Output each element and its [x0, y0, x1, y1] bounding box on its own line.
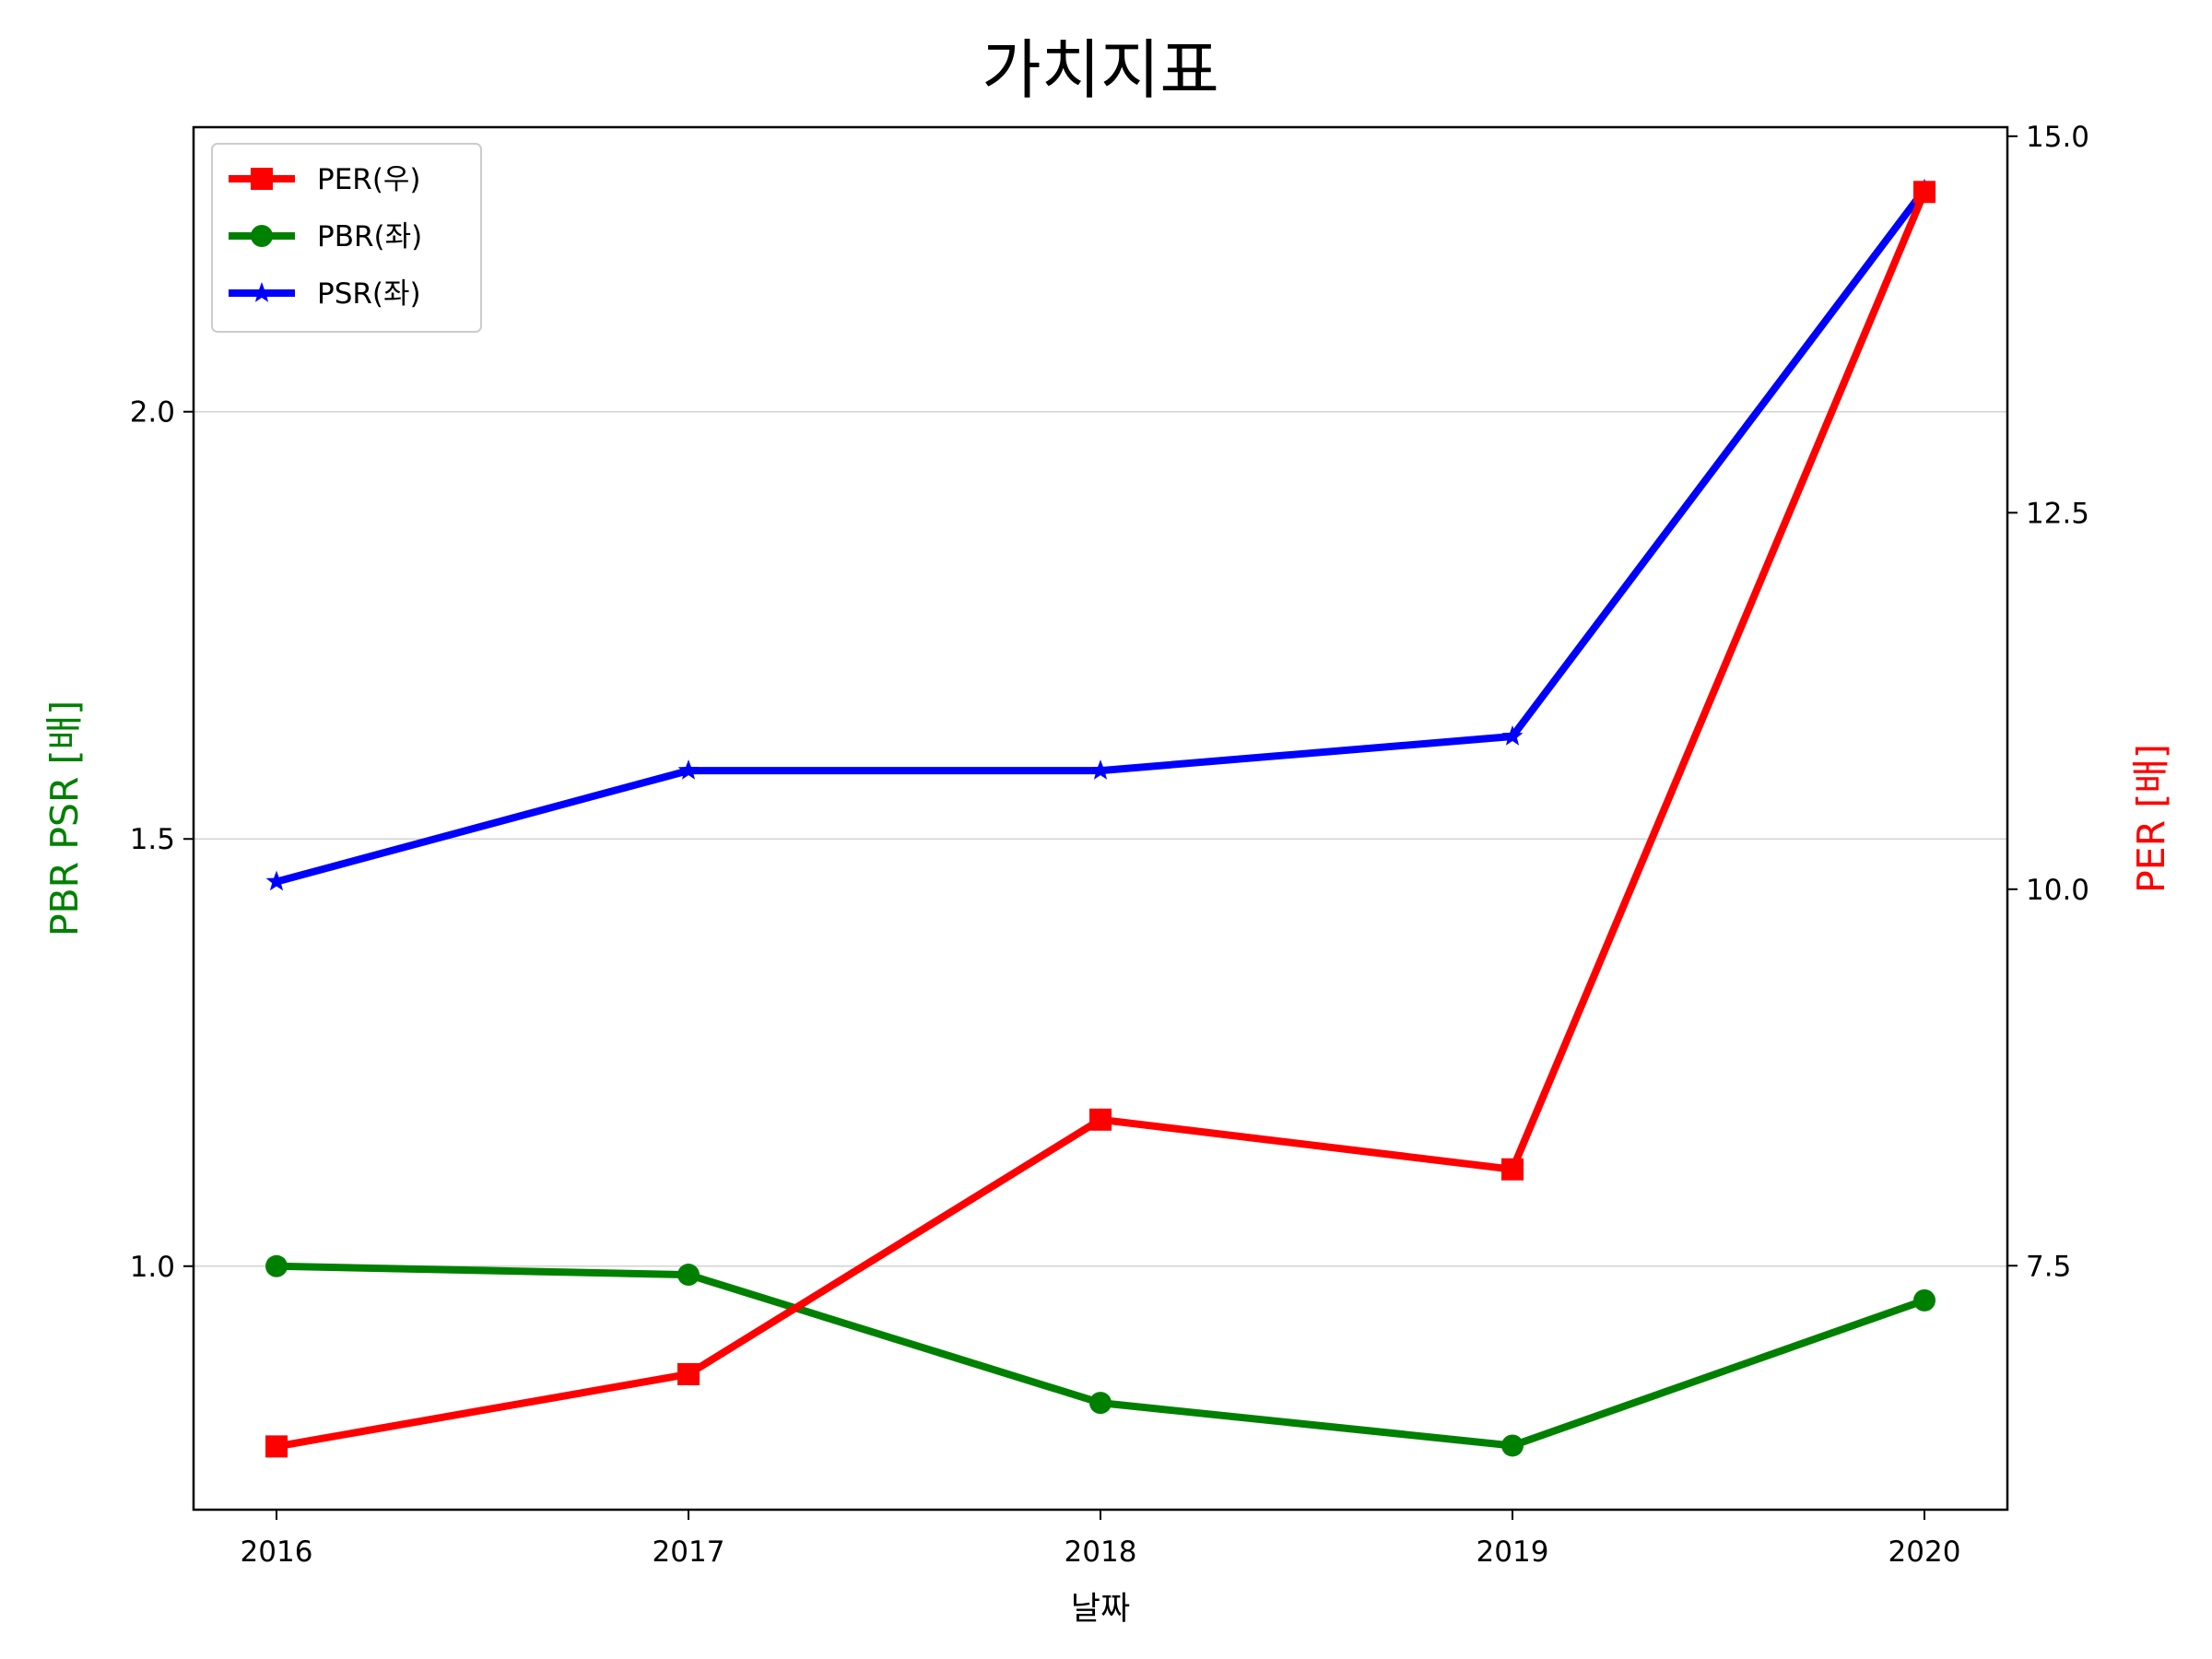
axes: 2016 2017 2018 2019 2020 1.0 1.5 2.0 7.5 10.0 12.5… — [130, 121, 2089, 1569]
data-point-per — [1913, 181, 1936, 204]
y-right-tick-label: 15.0 — [2026, 121, 2089, 154]
x-tick-label: 2016 — [241, 1535, 313, 1569]
data-point-pbr — [1501, 1434, 1524, 1457]
legend-marker-psr — [251, 282, 273, 302]
plot-series — [265, 178, 1936, 1458]
legend-label-pbr: PBR(좌) — [317, 220, 422, 253]
y-axis-label-right: PER [배] — [2129, 744, 2173, 893]
legend-entry-per: PER(우) — [229, 163, 421, 196]
legend-label-psr: PSR(좌) — [317, 277, 421, 311]
legend-entry-pbr: PBR(좌) — [229, 220, 422, 253]
series-per — [265, 181, 1936, 1458]
data-point-per — [1089, 1108, 1112, 1131]
x-tick-label: 2020 — [1888, 1535, 1961, 1569]
chart-title: 가치지표 — [982, 32, 1219, 108]
data-point-per — [677, 1362, 700, 1385]
gridlines — [194, 410, 2007, 1267]
legend-marker-pbr — [251, 225, 273, 247]
x-axis-label: 날짜 — [1071, 1591, 1130, 1628]
y-axis-label-left: PBR PSR [배] — [42, 700, 87, 936]
legend-box — [211, 143, 482, 333]
legend-marker-per — [251, 168, 273, 190]
x-tick-label: 2018 — [1065, 1535, 1137, 1569]
y-left-tick-label: 1.5 — [130, 823, 175, 856]
x-tick-label: 2019 — [1477, 1535, 1549, 1569]
y-right-tick-label: 12.5 — [2026, 497, 2089, 530]
data-point-per — [1501, 1158, 1524, 1181]
y-left-tick-label: 2.0 — [130, 396, 175, 429]
series-pbr — [265, 1254, 1936, 1457]
data-point-psr — [265, 870, 288, 891]
data-point-pbr — [265, 1254, 288, 1277]
y-right-tick-label: 7.5 — [2026, 1250, 2071, 1283]
legend: PER(우) PBR(좌) PSR(좌) — [211, 143, 482, 333]
data-point-psr — [1501, 725, 1524, 746]
data-point-pbr — [1089, 1392, 1112, 1415]
legend-entry-psr: PSR(좌) — [229, 277, 421, 311]
y-right-tick-label: 10.0 — [2026, 874, 2089, 907]
legend-label-per: PER(우) — [317, 163, 421, 196]
data-point-psr — [1089, 759, 1112, 780]
data-point-pbr — [677, 1264, 700, 1287]
data-point-psr — [677, 759, 700, 780]
x-tick-label: 2017 — [653, 1535, 725, 1569]
data-point-pbr — [1913, 1288, 1936, 1312]
y-left-tick-label: 1.0 — [130, 1251, 175, 1284]
data-point-per — [265, 1435, 288, 1458]
